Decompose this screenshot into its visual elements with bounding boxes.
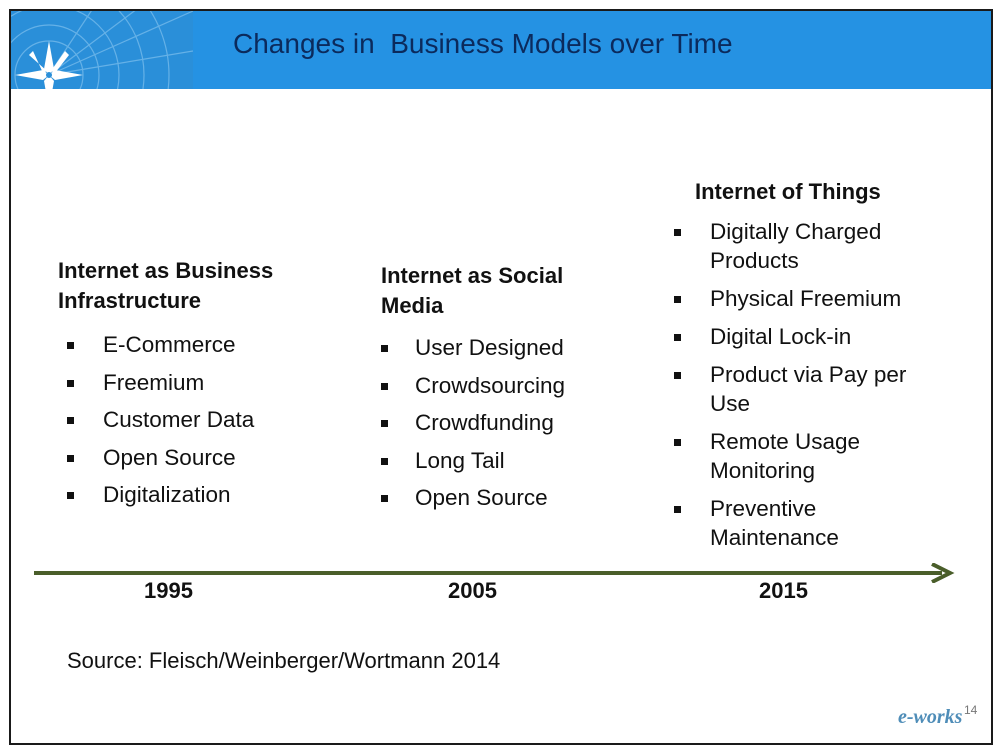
heading-line: Internet of Things [695, 179, 881, 204]
item-list: Digitally Charged Products Physical Freem… [674, 217, 975, 552]
compass-icon [11, 11, 193, 89]
list-item: Open Source [58, 443, 348, 472]
square-bullet-icon [674, 334, 681, 341]
item-list: User Designed Crowdsourcing Crowdfunding… [381, 333, 661, 512]
item-line: Freemium [103, 369, 205, 395]
square-bullet-icon [67, 492, 74, 499]
list-item: Physical Freemium [674, 284, 975, 313]
heading-line: Internet as Business [58, 258, 274, 283]
item-line: Long Tail [415, 447, 505, 473]
item-line: E-Commerce [103, 332, 236, 357]
heading-line: Media [381, 293, 444, 318]
list-item: Product via Pay per Use [674, 360, 975, 418]
item-line: Customer Data [103, 407, 255, 432]
item-line: Crowdfunding [415, 410, 554, 435]
square-bullet-icon [381, 345, 388, 352]
item-line: Digitally Charged [710, 219, 882, 244]
square-bullet-icon [381, 457, 388, 465]
list-item: Digitally Charged Products [674, 217, 975, 275]
list-item: Digital Lock-in [674, 322, 975, 351]
item-line: Use [710, 391, 751, 416]
item-line: Remote Usage [710, 429, 861, 454]
item-line: Open Source [103, 444, 236, 470]
timeline-arrow-icon [34, 563, 955, 583]
square-bullet-icon [674, 372, 681, 379]
square-bullet-icon [674, 296, 681, 303]
item-line: Products [710, 248, 799, 273]
year-label: 2005 [448, 578, 497, 603]
column-2005: Internet as Social Media User Designed C… [381, 261, 661, 521]
slide-title: Changes in Business Models over Time [233, 28, 733, 59]
item-line: Digital Lock-in [710, 324, 852, 349]
page-number: 14 [964, 703, 978, 717]
watermark-logo: e-works [898, 706, 962, 729]
square-bullet-icon [674, 439, 681, 446]
square-bullet-icon [67, 454, 74, 462]
list-item: Crowdfunding [381, 408, 661, 437]
item-line: Monitoring [710, 458, 816, 483]
year-label: 2015 [759, 578, 808, 603]
heading-line: Internet as Social [381, 263, 564, 288]
square-bullet-icon [67, 342, 74, 349]
column-heading: Internet as Business Infrastructure [58, 256, 348, 316]
item-line: Open Source [415, 485, 548, 510]
column-heading: Internet as Social Media [381, 261, 661, 321]
list-item: Remote Usage Monitoring [674, 427, 975, 485]
square-bullet-icon [674, 506, 681, 513]
item-line: Digitalization [103, 482, 231, 507]
square-bullet-icon [67, 379, 74, 387]
column-heading: Internet of Things [695, 177, 975, 207]
list-item: User Designed [381, 333, 661, 362]
column-1995: Internet as Business Infrastructure E-Co… [58, 256, 348, 518]
item-line: Physical Freemium [710, 286, 902, 311]
heading-line: Infrastructure [58, 288, 202, 313]
compass-logo [11, 11, 193, 89]
square-bullet-icon [381, 495, 388, 502]
list-item: Digitalization [58, 480, 348, 509]
title-banner: Changes in Business Models over Time [11, 11, 991, 89]
source-citation: Source: Fleisch/Weinberger/Wortmann 2014 [67, 648, 501, 673]
year-label: 1995 [144, 578, 193, 603]
item-line: Product via Pay per [710, 362, 907, 387]
list-item: Customer Data [58, 405, 348, 434]
list-item: Long Tail [381, 446, 661, 475]
list-item: Crowdsourcing [381, 371, 661, 400]
slide: Changes in Business Models over Time Int… [9, 9, 993, 745]
item-line: Maintenance [710, 525, 839, 550]
list-item: Preventive Maintenance [674, 494, 975, 552]
item-list: E-Commerce Freemium Customer Data Open S… [58, 330, 348, 509]
square-bullet-icon [381, 420, 388, 427]
watermark-text: e-works [898, 706, 963, 728]
square-bullet-icon [674, 229, 681, 236]
list-item: Freemium [58, 368, 348, 397]
item-line: User Designed [415, 335, 564, 360]
item-line: Crowdsourcing [415, 372, 566, 398]
list-item: Open Source [381, 483, 661, 512]
square-bullet-icon [67, 417, 74, 424]
item-line: Preventive [710, 496, 817, 521]
column-2015: Internet of Things Digitally Charged Prod… [674, 177, 975, 561]
list-item: E-Commerce [58, 330, 348, 359]
square-bullet-icon [381, 382, 388, 390]
